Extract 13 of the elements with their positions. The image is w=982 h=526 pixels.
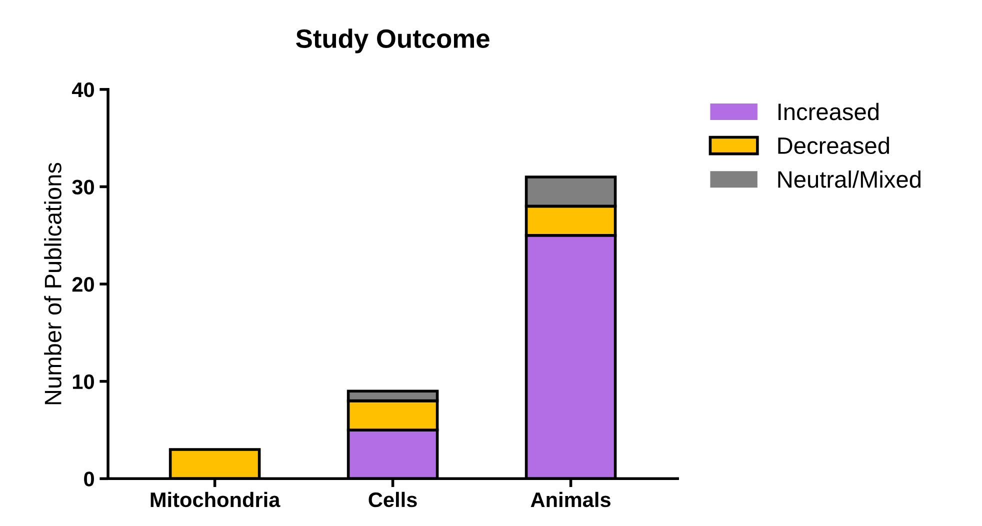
- y-tick-label: 10: [72, 374, 94, 390]
- y-tick-label: 40: [72, 82, 94, 98]
- legend-label: Increased: [778, 102, 878, 120]
- legend-label: Decreased: [778, 136, 889, 154]
- x-tick-label: Cells: [368, 492, 417, 508]
- x-tick-label: Animals: [530, 492, 610, 508]
- legend-label: Neutral/Mixed: [778, 170, 920, 188]
- y-tick-label: 30: [72, 180, 94, 195]
- y-tick-label: 20: [72, 277, 94, 292]
- chart-title: Study Outcome: [296, 28, 490, 54]
- y-axis-title: Number of Publications: [44, 162, 62, 404]
- y-tick-label: 0: [84, 472, 94, 486]
- x-tick-label: Mitochondria: [150, 492, 280, 508]
